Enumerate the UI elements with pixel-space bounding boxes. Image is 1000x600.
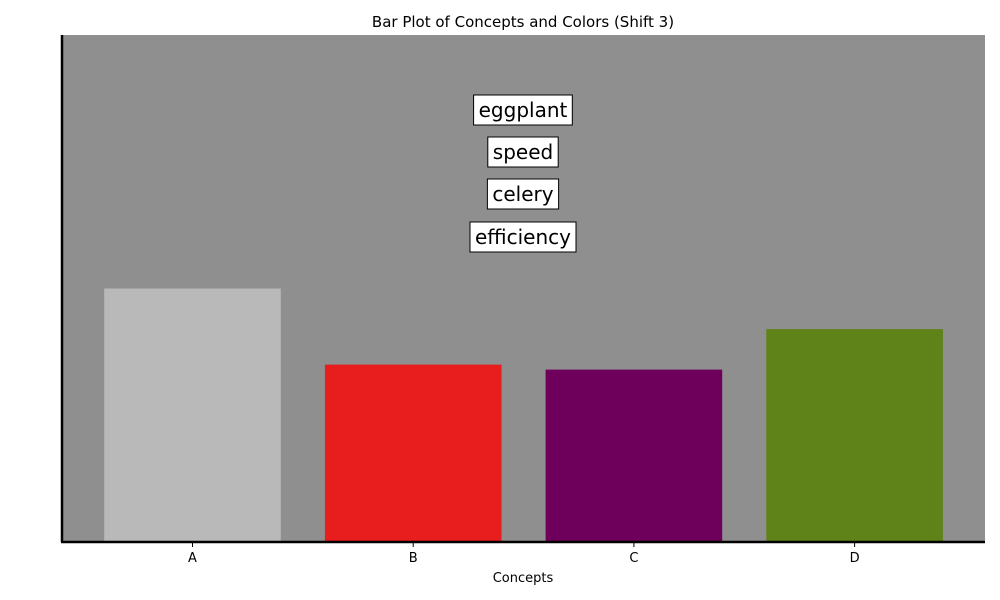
annotation-label: celery	[486, 178, 560, 210]
x-axis-label: Concepts	[493, 571, 554, 586]
annotation-text: efficiency	[475, 225, 571, 249]
annotation-box	[487, 136, 559, 168]
annotation-text: celery	[492, 182, 553, 206]
bar-c	[545, 369, 723, 542]
annotation-box	[469, 221, 577, 253]
x-tick-label: D	[850, 551, 860, 566]
bar-d	[766, 329, 943, 542]
annotation-box	[486, 178, 560, 210]
annotation-label: speed	[487, 136, 559, 168]
bar-b	[324, 364, 502, 542]
annotation-text: speed	[493, 140, 553, 164]
x-tick-label: A	[188, 551, 197, 566]
bars-group	[104, 288, 943, 542]
chart-title: Bar Plot of Concepts and Colors (Shift 3…	[372, 13, 674, 31]
annotation-label: efficiency	[469, 221, 577, 253]
x-tick-label: B	[409, 551, 418, 566]
annotation-box	[473, 94, 573, 126]
bar-a	[104, 288, 281, 542]
annotation-label: eggplant	[473, 94, 573, 126]
annotations-group: eggplant speed celery efficiency	[469, 94, 577, 253]
x-ticks-group: A B C D	[188, 542, 860, 566]
annotation-text: eggplant	[479, 98, 568, 122]
x-tick-label: C	[629, 551, 638, 566]
